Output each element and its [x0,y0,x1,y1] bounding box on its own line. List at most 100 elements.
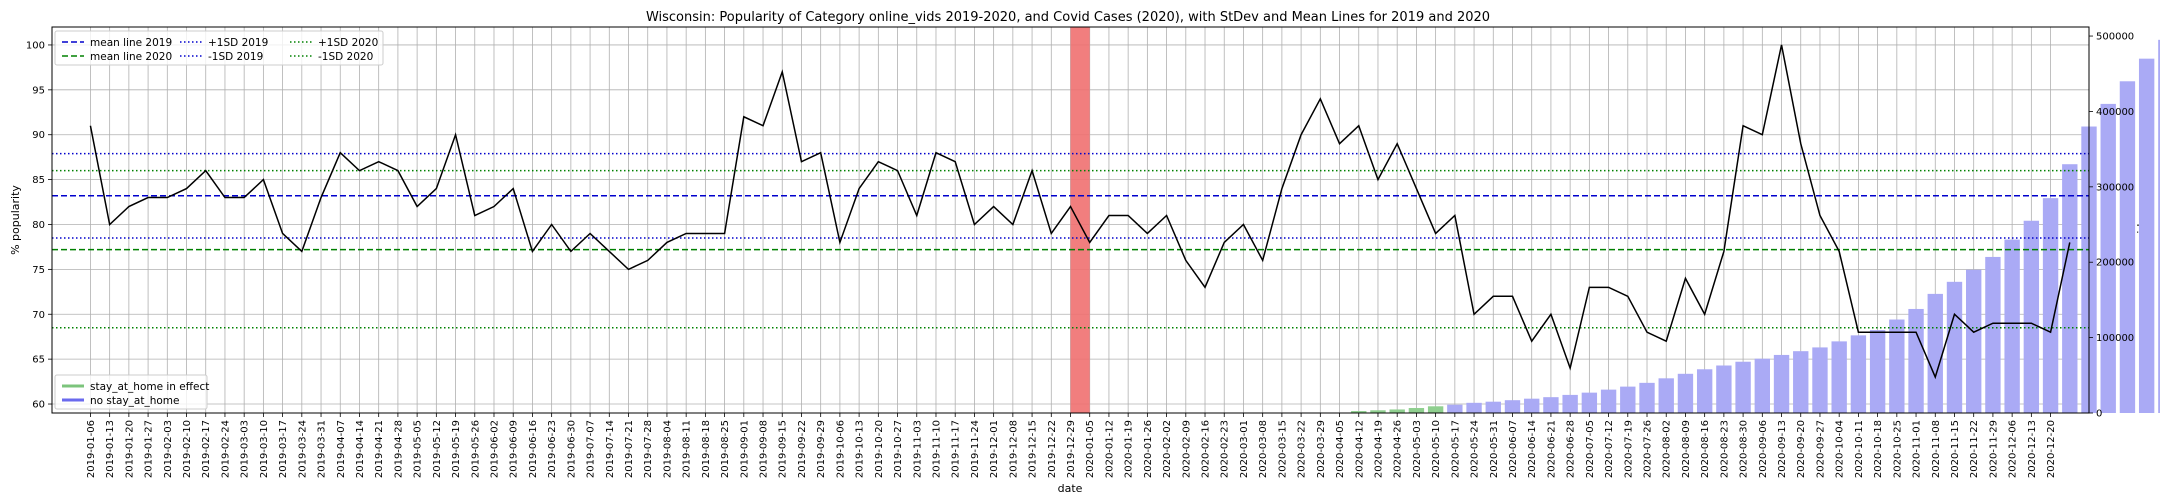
x-tick-label: 2020-10-25 [1892,420,1903,478]
x-tick-label: 2019-10-13 [855,420,866,478]
x-tick-label: 2020-08-02 [1662,420,1673,478]
covid-bar [1504,400,1521,413]
x-tick-label: 2020-02-23 [1220,420,1231,478]
y-tick-label: 90 [32,130,45,141]
highlight-band-rect [1070,27,1090,413]
covid-bar [2138,58,2155,413]
x-tick-label: 2020-11-22 [1969,420,1980,478]
covid-bar [1850,335,1867,413]
x-tick-label: 2019-06-16 [528,420,539,478]
x-tick-label: 2020-02-02 [1162,420,1173,478]
x-tick-label: 2020-05-31 [1489,420,1500,478]
y-tick-label: 80 [32,220,45,231]
covid-bar [1889,319,1905,413]
x-tick-label: 2020-11-29 [1988,420,1999,478]
y-tick-label: 85 [32,175,45,186]
covid-bar [1869,330,1886,413]
covid-bar [1524,398,1540,413]
covid-bar [1773,354,1790,413]
x-tick-label: 2019-03-17 [278,420,289,478]
x-tick-label: 2020-05-10 [1431,420,1442,478]
x-tick-label: 2019-09-08 [759,420,770,478]
x-tick-label: 2020-01-19 [1124,420,1135,478]
covid-bar [1427,406,1444,413]
x-tick-label: 2020-12-06 [2008,420,2019,478]
covid-bar [1677,373,1694,413]
x-tick-label: 2019-08-25 [720,420,731,478]
covid-bar [1485,401,1501,413]
covid-bar [2158,39,2160,413]
covid-bar [1754,358,1770,413]
popularity-series [89,44,2071,380]
legend-reference-lines: mean line 2019 mean line 2020 +1SD 2019 -1S… [54,30,384,66]
x-tick-label: 2019-02-03 [163,420,174,478]
x-tick-label: 2020-11-15 [1950,420,1961,478]
covid-bar [1966,269,1982,413]
x-tick-label: 2019-05-26 [470,420,481,478]
y-tick-label: 65 [32,355,45,366]
x-tick-label: 2020-08-23 [1719,420,1730,478]
legend-box-stay [54,374,208,410]
x-tick-label: 2020-06-14 [1527,420,1538,478]
x-tick-label: 2019-10-27 [893,420,904,478]
x-tick-label: 2019-11-24 [970,420,981,478]
x-tick-label: 2020-12-13 [2027,420,2038,478]
covid-bar [1927,293,1943,413]
covid-bar [1639,382,1655,413]
covid-bar [1658,378,1674,413]
x-tick-label: 2020-06-21 [1546,420,1557,478]
legend-label: mean line 2020 [90,51,172,63]
covid-bar [1562,394,1578,413]
covid-bar [1716,365,1732,413]
x-tick-label: 2020-05-24 [1470,420,1481,478]
highlight-band [1070,27,1090,413]
x-tick-label: 2019-12-15 [1028,420,1039,478]
legend-label: +1SD 2019 [208,37,268,49]
x-tick-label: 2019-08-04 [662,420,673,478]
legend-label: stay_at_home in effect [90,381,209,393]
x-tick-label: 2019-12-22 [1047,420,1058,478]
x-tick-label: 2020-03-08 [1258,420,1269,478]
x-tick-label: 2019-12-08 [1008,420,1019,478]
x-tick-label: 2020-07-26 [1643,420,1654,478]
x-tick-label: 2019-03-03 [240,420,251,478]
x-tick-label: 2020-08-30 [1739,420,1750,478]
x-tick-label: 2019-09-15 [778,420,789,478]
legend-label: -1SD 2019 [208,51,263,63]
y-tick-label: 100 [26,40,45,51]
x-tick-label: 2020-07-19 [1623,420,1634,478]
y-tick-label: 95 [32,85,45,96]
x-tick-label: 2020-02-16 [1201,420,1212,478]
x-tick-label: 2020-04-05 [1335,420,1346,478]
y2-tick-label: 500000 [2096,32,2134,43]
chart-title: Wisconsin: Popularity of Category online… [646,10,1490,25]
y-axis-label: % popularity [9,185,22,255]
covid-bar [2119,81,2136,413]
reference-lines [52,152,2089,329]
covid-bar [1581,392,1598,413]
axes: 2019-01-06 2019-01-13 2019-01-20 2019-01-27… [26,26,2134,478]
x-tick-label: 2020-03-22 [1297,420,1308,478]
covid-bar [1946,281,1963,413]
x-tick-label: 2019-09-22 [797,420,808,478]
x-tick-label: 2019-10-20 [874,420,885,478]
x-tick-label: 2019-11-10 [931,420,942,478]
x-tick-label: 2020-10-11 [1854,420,1865,478]
legend-label: mean line 2019 [90,37,172,49]
x-tick-label: 2019-05-19 [451,420,462,478]
y-tick-label: 70 [32,310,45,321]
x-tick-label: 2019-06-09 [509,420,520,478]
x-tick-label: 2020-10-04 [1835,420,1846,478]
covid-bar [1985,256,2001,413]
covid-bar [2004,239,2020,413]
x-tick-label: 2019-07-14 [605,420,616,478]
x-tick-label: 2019-07-07 [586,420,597,478]
x-tick-label: 2020-06-07 [1508,420,1519,478]
x-tick-label: 2020-03-01 [1239,420,1250,478]
legend-label: no stay_at_home [90,395,179,407]
x-tick-label: 2019-09-29 [816,420,827,478]
x-tick-label: 2020-01-12 [1104,420,1115,478]
x-tick-label: 2019-11-17 [951,420,962,478]
x-tick-label: 2020-04-19 [1373,420,1384,478]
